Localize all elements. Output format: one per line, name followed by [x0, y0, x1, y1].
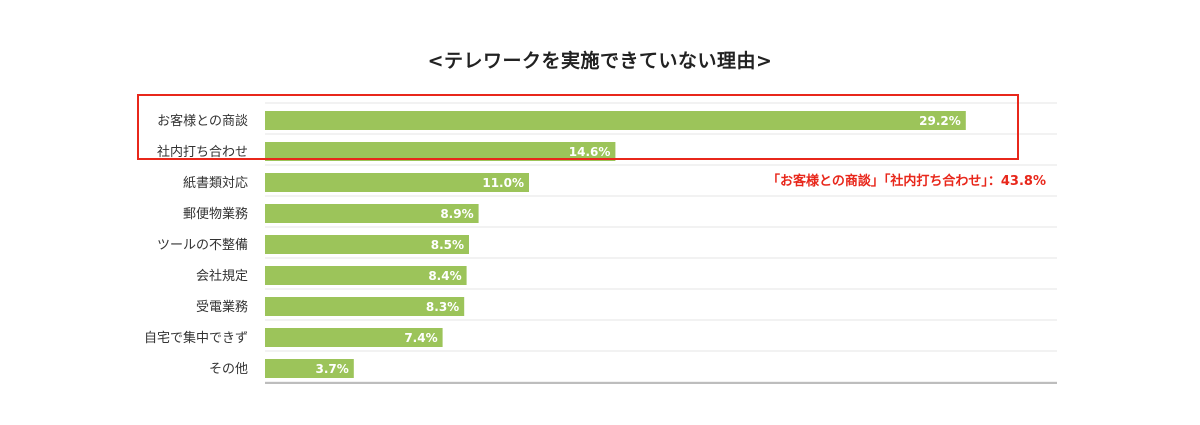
bar	[265, 204, 479, 223]
bar	[265, 173, 529, 192]
category-label: 自宅で集中できず	[144, 330, 248, 346]
category-label: ツールの不整備	[157, 237, 248, 253]
highlight-box	[137, 94, 1019, 160]
category-label: お客様との商談	[157, 113, 248, 129]
value-label: 8.4%	[428, 269, 461, 283]
bar	[265, 266, 467, 285]
value-label: 8.5%	[431, 238, 464, 252]
value-label: 8.3%	[426, 300, 459, 314]
labels-layer: お客様との商談 29.2% 社内打ち合わせ 14.6% 紙書類対応 11.0% 郵便物業務 8…	[144, 113, 961, 377]
value-label: 14.6%	[569, 145, 611, 159]
category-label: 受電業務	[196, 299, 248, 315]
category-label: 会社規定	[196, 268, 248, 284]
value-label: 29.2%	[919, 114, 961, 128]
category-label: 社内打ち合わせ	[157, 144, 248, 160]
bar	[265, 297, 465, 316]
value-label: 8.9%	[440, 207, 473, 221]
category-label: 郵便物業務	[183, 206, 248, 222]
value-label: 7.4%	[404, 331, 437, 345]
bar	[265, 111, 966, 130]
bar	[265, 359, 354, 378]
bar	[265, 235, 469, 254]
value-label: 11.0%	[482, 176, 524, 190]
chart-title: <テレワークを実施できていない理由>	[427, 50, 773, 72]
grid-layer	[265, 102, 1057, 384]
annotation-text: 「お客様との商談」「社内打ち合わせ」：43.8%	[767, 173, 1046, 189]
bars-layer	[265, 111, 966, 378]
value-label: 3.7%	[316, 362, 349, 376]
category-label: 紙書類対応	[183, 176, 248, 191]
category-label: その他	[209, 362, 248, 377]
bar	[265, 142, 616, 161]
bar	[265, 328, 443, 347]
